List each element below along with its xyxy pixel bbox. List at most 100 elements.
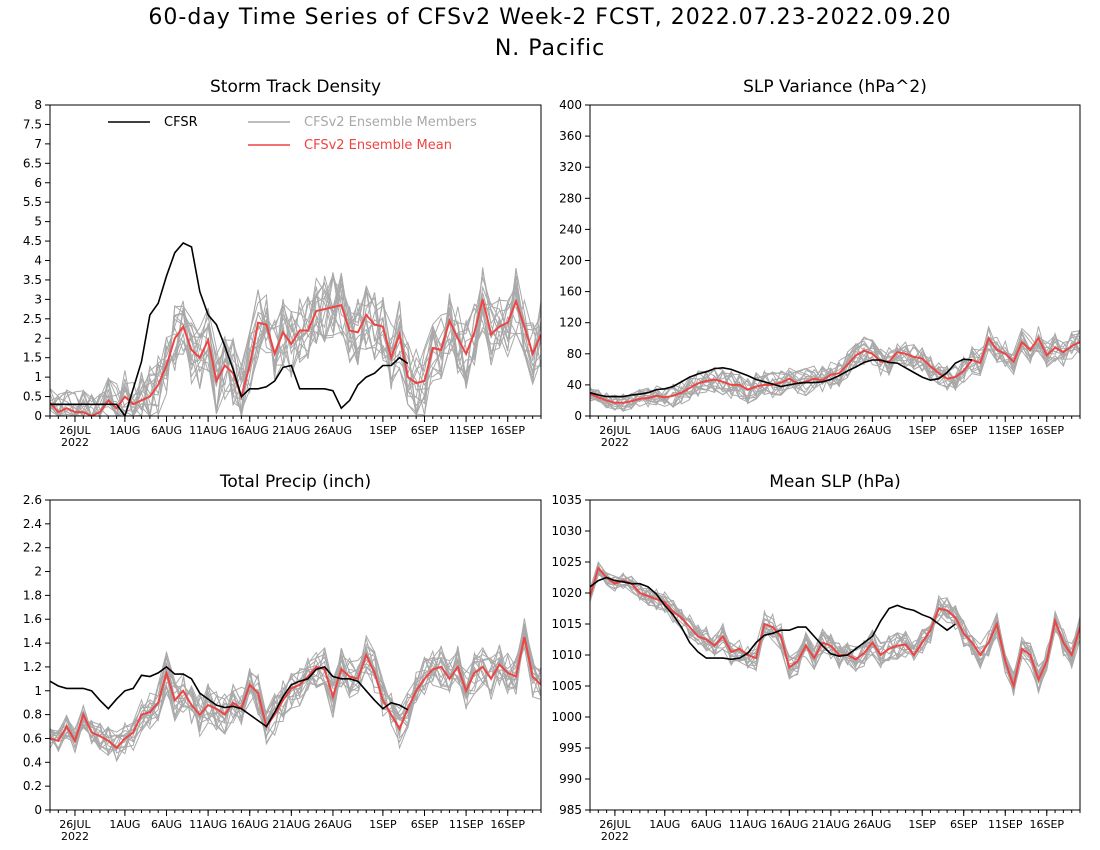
y-tick-label: 0.5 [23, 390, 42, 404]
y-tick-label: 320 [559, 160, 582, 174]
x-tick-label: 11AUG [729, 818, 767, 831]
y-tick-label: 1 [34, 370, 42, 384]
y-tick-label: 1 [34, 684, 42, 698]
y-tick-label: 7 [34, 137, 42, 151]
x-tick-label: 16SEP [1029, 424, 1064, 437]
y-tick-label: 360 [559, 129, 582, 143]
y-tick-label: 1020 [551, 586, 582, 600]
y-tick-label: 240 [559, 222, 582, 236]
x-tick-label: 6SEP [950, 424, 978, 437]
y-tick-label: 1.6 [23, 612, 42, 626]
y-tick-label: 995 [559, 741, 582, 755]
x-tick-label: 16AUG [770, 424, 808, 437]
y-tick-label: 7.5 [23, 117, 42, 131]
y-tick-label: 1000 [551, 710, 582, 724]
y-tick-label: 1005 [551, 679, 582, 693]
chart-panel-0: 0 0.5 1 1.5 2 2.5 3 3.5 4 4.5 5 5.5 6 6.5 7 7.5 8 26JUL20… [23, 77, 542, 449]
x-tick-label: 11SEP [449, 424, 484, 437]
chart-panel-3: 985 990 995 1000 1005 1010 1015 1020 1025 1030 103… [551, 472, 1081, 843]
x-tick-label: 26AUG [853, 818, 891, 831]
x-tick-label: 26JUL [59, 818, 91, 831]
x-tick-label: 1SEP [908, 424, 936, 437]
y-tick-label: 1030 [551, 524, 582, 538]
x-tick-label: 6SEP [411, 424, 439, 437]
x-tick-label: 16SEP [1029, 818, 1064, 831]
x-tick-label: 6AUG [151, 818, 182, 831]
y-tick-label: 160 [559, 285, 582, 299]
x-tick-label: 11AUG [189, 424, 227, 437]
y-tick-label: 990 [559, 772, 582, 786]
y-tick-label: 1015 [551, 617, 582, 631]
y-tick-label: 0 [574, 409, 582, 423]
ensemble-member-line [590, 573, 1080, 693]
x-tick-label: 26AUG [853, 424, 891, 437]
y-tick-label: 2.2 [23, 541, 42, 555]
x-tick-label: 21AUG [272, 424, 310, 437]
member-lines [590, 561, 1080, 696]
y-tick-label: 1025 [551, 555, 582, 569]
x-tick-label: 21AUG [812, 818, 850, 831]
x-tick-label: 26AUG [314, 424, 352, 437]
ensemble-member-line [50, 638, 541, 755]
cfsr-line [50, 242, 409, 416]
x-tick-label: 1AUG [649, 818, 680, 831]
y-tick-label: 0 [34, 409, 42, 423]
ensemble-member-line [50, 645, 541, 753]
ensemble-member-line [50, 625, 541, 751]
legend-label: CFSv2 Ensemble Mean [304, 138, 452, 153]
x-tick-label: 11SEP [988, 818, 1023, 831]
y-tick-label: 1035 [551, 493, 582, 507]
x-tick-label: 11AUG [729, 424, 767, 437]
ensemble-member-line [590, 574, 1080, 687]
y-tick-label: 2 [34, 331, 42, 345]
y-tick-label: 400 [559, 98, 582, 112]
y-tick-label: 0.4 [23, 755, 42, 769]
x-tick-label: 21AUG [272, 818, 310, 831]
y-tick-label: 985 [559, 803, 582, 817]
y-tick-label: 1.2 [23, 660, 42, 674]
x-tick-year-label: 2022 [601, 436, 629, 449]
panel-title: Total Precip (inch) [219, 472, 371, 492]
ensemble-member-line [50, 287, 541, 416]
x-tick-label: 21AUG [812, 424, 850, 437]
y-tick-label: 1.5 [23, 351, 42, 365]
x-tick-label: 16AUG [231, 424, 269, 437]
x-tick-label: 16AUG [770, 818, 808, 831]
y-tick-label: 8 [34, 98, 42, 112]
y-tick-label: 1010 [551, 648, 582, 662]
cfsr-line [590, 576, 956, 661]
y-tick-label: 5 [34, 215, 42, 229]
legend-label: CFSR [164, 115, 198, 130]
x-tick-label: 26JUL [599, 424, 631, 437]
y-tick-label: 40 [567, 378, 582, 392]
panel-title: Mean SLP (hPa) [769, 472, 901, 492]
x-tick-label: 1SEP [369, 818, 397, 831]
y-tick-label: 0.6 [23, 731, 42, 745]
ensemble-member-line [590, 342, 1080, 412]
x-tick-label: 11SEP [988, 424, 1023, 437]
x-tick-label: 1SEP [369, 424, 397, 437]
ensemble-member-line [50, 267, 541, 416]
x-tick-label: 26JUL [599, 818, 631, 831]
chart-panel-2: 0 0.2 0.4 0.6 0.8 1 1.2 1.4 1.6 1.8 2 2.2 2.4 2.6 26JU… [23, 472, 542, 843]
y-tick-label: 2.4 [23, 517, 42, 531]
y-tick-label: 2.6 [23, 493, 42, 507]
x-tick-label: 6AUG [691, 818, 722, 831]
x-tick-label: 1AUG [109, 818, 140, 831]
y-tick-label: 4.5 [23, 234, 42, 248]
cfsr-line [50, 665, 409, 728]
y-tick-label: 3 [34, 292, 42, 306]
y-tick-label: 80 [567, 347, 582, 361]
member-lines [50, 267, 541, 416]
x-tick-label: 6AUG [691, 424, 722, 437]
x-tick-label: 6SEP [950, 818, 978, 831]
x-tick-label: 16SEP [490, 818, 525, 831]
ensemble-mean-line [590, 336, 1080, 404]
ensemble-mean-line [50, 298, 541, 416]
cfsr-line [590, 358, 973, 398]
y-tick-label: 0.2 [23, 779, 42, 793]
x-tick-year-label: 2022 [601, 830, 629, 843]
chart-title-line1: 60-day Time Series of CFSv2 Week-2 FCST,… [148, 5, 952, 30]
y-tick-label: 1.4 [23, 636, 42, 650]
